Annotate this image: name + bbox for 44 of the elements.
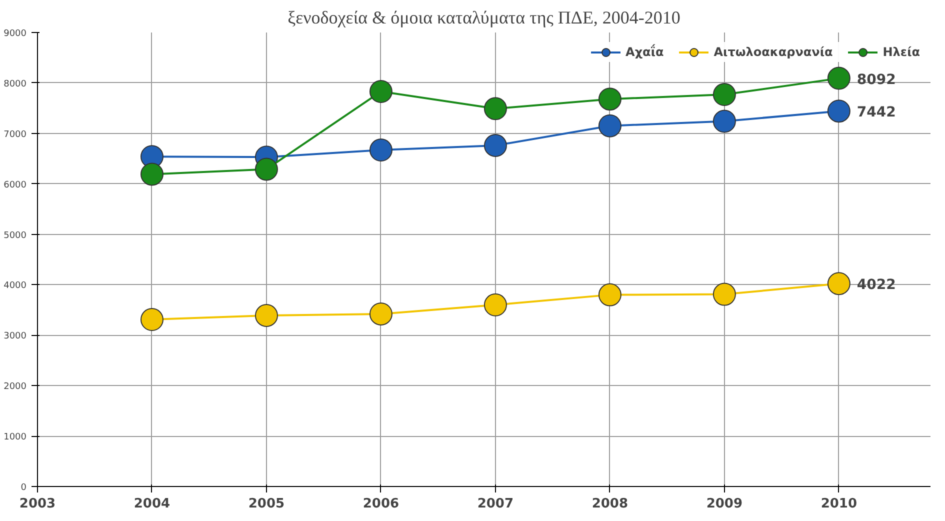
point — [140, 308, 164, 332]
point — [712, 282, 736, 306]
chart-title: ξενοδοχεία & όμοια καταλύματα της ΠΔΕ, 2004-2010 — [288, 8, 680, 28]
y-tick-label: 4000 — [4, 281, 27, 292]
point — [140, 162, 164, 186]
legend-label: Αιτωλοακαρνανία — [714, 45, 833, 59]
y-tick-label: 1000 — [4, 432, 27, 443]
point — [484, 134, 507, 157]
point — [484, 97, 507, 120]
point — [484, 293, 507, 316]
data-label: 4022 — [856, 277, 896, 294]
point — [369, 138, 392, 162]
x-tick-label: 2003 — [19, 496, 56, 512]
point — [598, 283, 622, 306]
x-tick-label: 2007 — [477, 496, 514, 512]
x-tick-label: 2010 — [820, 496, 858, 512]
point — [254, 158, 278, 181]
point — [369, 302, 392, 326]
x-tick-label: 2006 — [362, 496, 400, 512]
point — [827, 100, 850, 123]
data-label: 8092 — [856, 72, 896, 88]
legend-label: Αχαΐα — [626, 45, 664, 59]
x-tick-label: 2005 — [248, 496, 285, 512]
x-tick-label: 2009 — [706, 496, 743, 512]
y-tick-label: 6000 — [4, 180, 27, 190]
point — [712, 83, 736, 106]
point — [827, 272, 850, 296]
x-tick-label: 2008 — [592, 496, 628, 512]
x-tick-label: 2004 — [134, 496, 170, 512]
y-tick-label: 0 — [20, 483, 27, 493]
point — [598, 114, 622, 138]
point — [827, 66, 850, 90]
y-tick-label: 8000 — [4, 79, 27, 90]
legend-label: Ηλεία — [882, 45, 920, 59]
y-tick-label: 5000 — [4, 230, 27, 241]
y-tick-label: 7000 — [4, 130, 27, 140]
y-tick-label: 9000 — [4, 29, 27, 39]
point — [369, 80, 392, 103]
y-tick-label: 2000 — [4, 382, 27, 392]
point — [712, 110, 736, 133]
point — [254, 304, 278, 327]
point — [598, 88, 622, 111]
data-label: 7442 — [856, 104, 896, 121]
y-tick-label: 3000 — [4, 332, 27, 342]
